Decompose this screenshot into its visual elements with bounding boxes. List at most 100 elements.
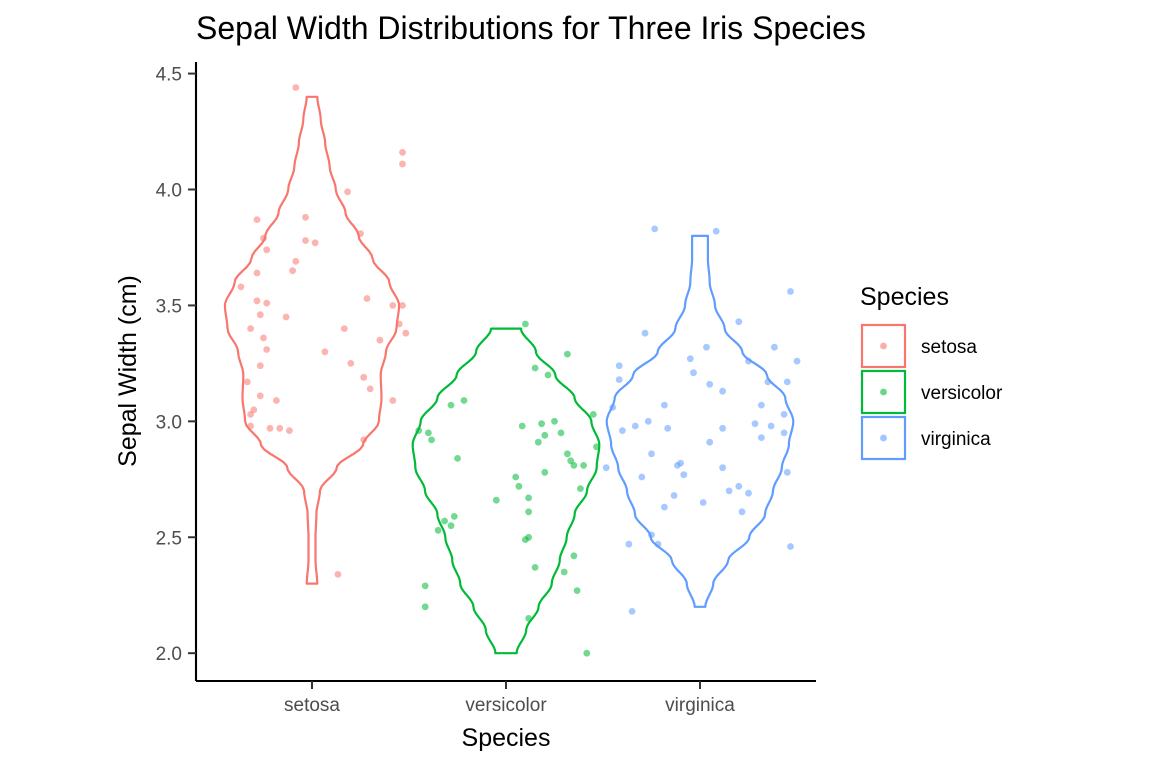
data-point-versicolor — [421, 582, 429, 590]
data-point-virginica — [767, 422, 775, 430]
data-point-virginica — [674, 462, 681, 469]
data-point-setosa — [273, 397, 280, 404]
data-point-setosa — [263, 346, 271, 353]
data-point-versicolor — [428, 436, 435, 444]
data-point-setosa — [302, 237, 309, 244]
data-point-virginica — [661, 503, 668, 511]
x-axis-title: Species — [462, 724, 551, 752]
data-point-virginica — [644, 417, 652, 425]
legend-item-versicolor: versicolor — [860, 369, 1003, 415]
data-point-versicolor — [450, 513, 458, 520]
y-tick-label: 3.0 — [156, 412, 182, 433]
data-point-virginica — [628, 608, 636, 615]
chart-title: Sepal Width Distributions for Three Iris… — [196, 10, 866, 46]
data-point-virginica — [638, 473, 646, 481]
data-point-versicolor — [557, 429, 565, 437]
data-point-virginica — [780, 429, 788, 437]
data-point-versicolor — [531, 364, 539, 372]
data-point-setosa — [399, 149, 406, 156]
y-tick-label: 3.5 — [156, 296, 182, 317]
data-point-virginica — [615, 362, 623, 370]
data-point-versicolor — [415, 427, 423, 434]
data-point-setosa — [334, 571, 342, 578]
data-point-virginica — [735, 482, 743, 490]
data-point-setosa — [237, 283, 245, 291]
violin-versicolor — [411, 327, 601, 655]
data-point-virginica — [787, 543, 794, 550]
data-point-virginica — [719, 464, 726, 472]
data-point-versicolor — [564, 350, 571, 358]
legend-key-point-setosa — [880, 342, 887, 350]
data-point-setosa — [253, 216, 261, 224]
data-point-setosa — [360, 373, 368, 381]
legend-title: Species — [860, 283, 949, 311]
data-point-virginica — [745, 489, 752, 497]
data-point-virginica — [651, 225, 659, 233]
data-point-versicolor — [434, 526, 442, 534]
data-point-setosa — [389, 302, 397, 309]
data-point-setosa — [360, 436, 368, 444]
x-tick-label: setosa — [284, 695, 340, 716]
data-point-virginica — [609, 404, 617, 411]
data-point-versicolor — [593, 443, 600, 451]
x-tick-label: virginica — [665, 695, 735, 716]
y-tick-label: 2.0 — [156, 644, 182, 665]
data-point-virginica — [680, 471, 688, 479]
legend-key-virginica — [860, 415, 907, 461]
data-point-virginica — [738, 508, 746, 516]
data-point-versicolor — [460, 397, 468, 404]
legend-item-setosa: setosa — [860, 323, 977, 369]
legend-items: setosa versicolor virginica — [860, 323, 1003, 461]
legend-key-point-virginica — [880, 434, 887, 442]
data-point-versicolor — [541, 431, 549, 439]
data-point-versicolor — [525, 494, 532, 502]
y-axis-ticks: 2.0 2.5 3.0 3.5 4.0 4.5 — [156, 65, 196, 665]
data-point-virginica — [703, 343, 710, 351]
data-point-virginica — [706, 380, 714, 388]
data-point-versicolor — [580, 462, 587, 469]
data-point-virginica — [661, 401, 668, 409]
data-point-setosa — [263, 246, 271, 254]
data-point-versicolor — [454, 455, 461, 462]
data-point-versicolor — [447, 401, 455, 409]
data-point-setosa — [260, 234, 267, 242]
legend-item-virginica: virginica — [860, 415, 991, 461]
data-point-virginica — [735, 318, 743, 326]
data-point-virginica — [712, 227, 720, 235]
data-point-versicolor — [425, 429, 432, 437]
data-point-setosa — [366, 385, 374, 393]
y-tick-label: 4.5 — [156, 65, 182, 86]
legend-key-point-versicolor — [880, 388, 887, 396]
data-point-setosa — [376, 336, 384, 344]
data-point-virginica — [745, 357, 752, 365]
data-point-versicolor — [589, 411, 597, 418]
plot-area — [223, 84, 801, 657]
data-point-virginica — [699, 499, 707, 506]
data-point-virginica — [654, 540, 662, 548]
violin-virginica — [605, 234, 795, 608]
data-point-setosa — [402, 329, 410, 337]
data-point-setosa — [344, 188, 351, 196]
x-tick-label: versicolor — [465, 695, 547, 716]
data-point-virginica — [690, 369, 697, 377]
data-point-setosa — [247, 325, 255, 332]
data-point-versicolor — [522, 320, 529, 328]
data-point-versicolor — [577, 485, 584, 492]
data-point-setosa — [363, 295, 371, 302]
data-point-virginica — [751, 420, 759, 428]
legend-label-setosa: setosa — [921, 337, 977, 358]
data-point-versicolor — [525, 508, 532, 516]
data-point-virginica — [793, 357, 801, 365]
data-point-virginica — [780, 411, 788, 418]
data-point-setosa — [289, 267, 296, 275]
data-point-setosa — [399, 302, 406, 309]
legend: Species setosa versicolor virginica — [860, 283, 1003, 461]
data-point-virginica — [758, 434, 765, 441]
data-point-versicolor — [518, 422, 526, 430]
data-point-versicolor — [544, 371, 552, 379]
data-point-setosa — [395, 320, 403, 328]
data-point-versicolor — [570, 552, 578, 560]
data-point-versicolor — [525, 615, 532, 622]
data-point-virginica — [764, 378, 772, 386]
